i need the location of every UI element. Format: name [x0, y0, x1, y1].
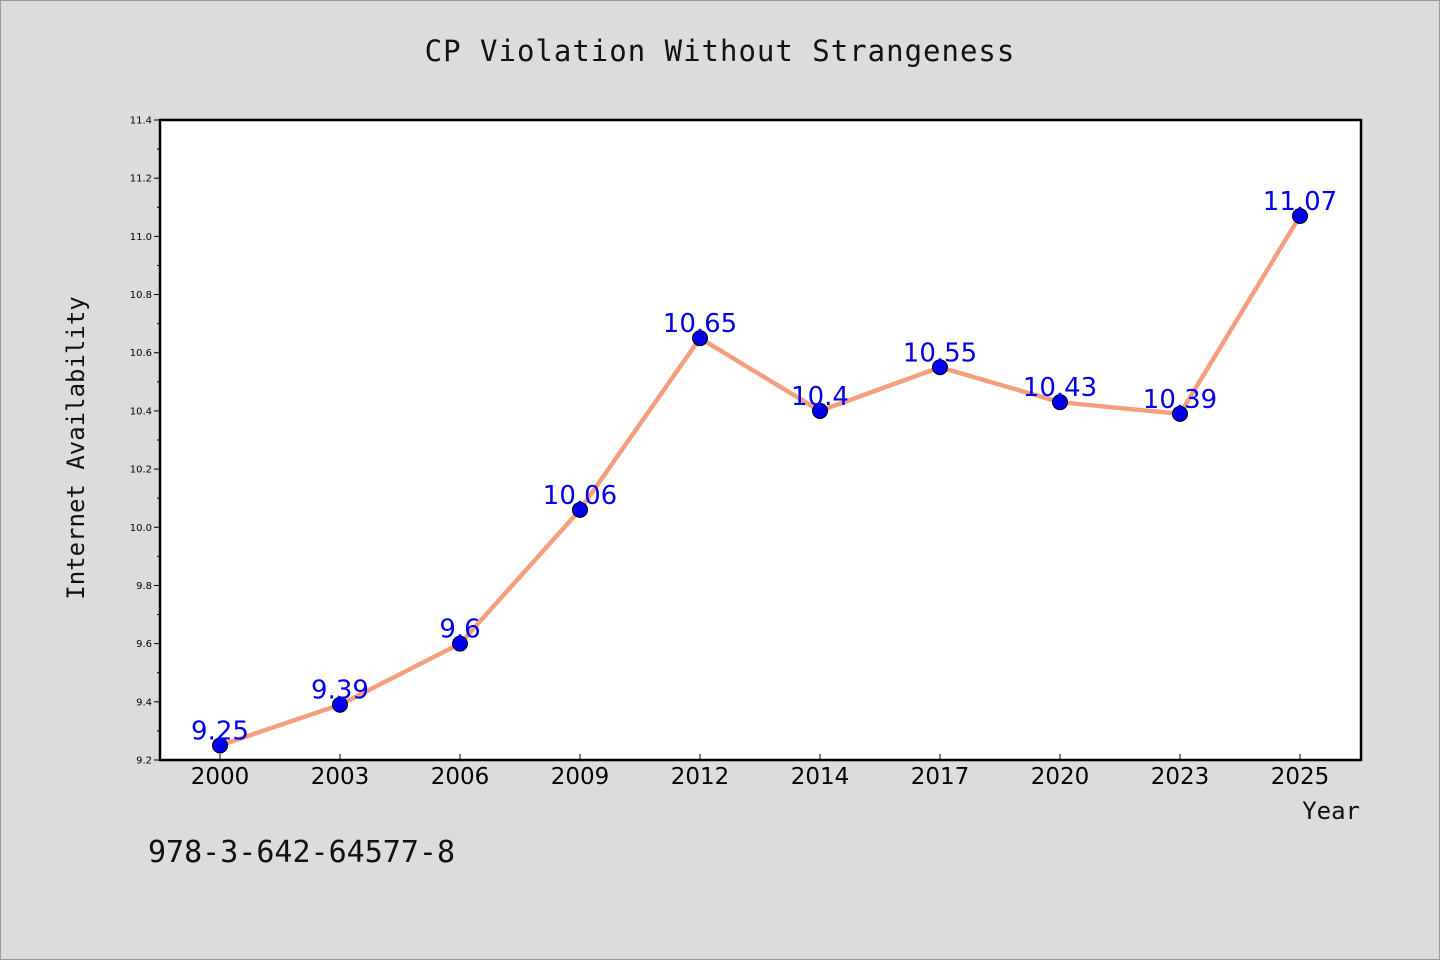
x-tick-label: 2025 — [1271, 764, 1330, 790]
y-tick-label: 11.0 — [130, 232, 152, 243]
data-label: 10.4 — [791, 382, 849, 412]
y-axis-label: Internet Availability — [62, 296, 90, 600]
data-point — [332, 696, 348, 713]
data-point — [572, 501, 588, 518]
x-tick-label: 2012 — [671, 764, 730, 790]
y-tick-label: 9.2 — [136, 756, 152, 767]
x-tick-label: 2014 — [791, 764, 850, 790]
data-point — [1052, 394, 1068, 411]
data-label: 10.39 — [1143, 385, 1217, 415]
y-tick-label: 10.4 — [130, 406, 152, 417]
data-point — [692, 330, 708, 347]
data-point — [932, 359, 948, 376]
data-label: 9.39 — [311, 676, 369, 706]
x-tick-label: 2006 — [431, 764, 490, 790]
data-label: 10.55 — [903, 338, 977, 368]
data-point — [452, 635, 468, 652]
data-point — [1292, 208, 1308, 224]
y-tick-label: 10.2 — [130, 465, 152, 476]
data-label: 9.6 — [439, 615, 480, 645]
x-tick-label: 2003 — [311, 764, 370, 790]
data-point — [812, 402, 828, 419]
data-label: 10.43 — [1023, 373, 1097, 403]
y-tick-label: 9.8 — [136, 581, 152, 592]
x-tick-label: 2000 — [191, 764, 250, 790]
data-labels-group: 9.25 9.39 9.6 10.06 10.65 10.4 10.55 10.43 10.39… — [191, 187, 1337, 746]
data-label: 10.65 — [663, 309, 737, 339]
y-tick-label: 10.8 — [130, 290, 152, 301]
chart-title: CP Violation Without Strangeness — [424, 34, 1016, 68]
y-tick-label: 9.6 — [136, 639, 152, 650]
data-point — [1172, 405, 1188, 422]
data-label: 9.25 — [191, 716, 249, 746]
x-axis: 2000 2003 2006 2009 2012 2014 2017 2020 2023 2025 — [191, 754, 1330, 790]
series-line — [217, 213, 1303, 748]
plot-area — [158, 118, 1363, 762]
x-tick-label: 2020 — [1031, 764, 1090, 790]
y-tick-label: 9.4 — [136, 697, 152, 708]
x-tick-label: 2009 — [551, 764, 610, 790]
y-tick-label: 11.4 — [130, 116, 152, 127]
series-points-group — [212, 208, 1308, 754]
y-tick-label: 11.2 — [130, 174, 152, 185]
data-point — [212, 737, 228, 754]
x-tick-label: 2023 — [1151, 764, 1210, 790]
y-axis: 9.2 9.4 9.6 9.8 10.0 10.2 10.4 10.6 10.8 11.0 11.2… — [130, 116, 160, 767]
y-tick-label: 10.0 — [130, 523, 152, 534]
isbn-text: 978-3-642-64577-8 — [148, 835, 456, 870]
x-tick-label: 2017 — [911, 764, 970, 790]
x-axis-label: Year — [1302, 797, 1360, 825]
data-label: 10.06 — [543, 481, 617, 511]
series-line-group — [217, 213, 1303, 748]
data-label: 11.07 — [1263, 187, 1337, 217]
y-tick-label: 10.6 — [130, 348, 152, 359]
